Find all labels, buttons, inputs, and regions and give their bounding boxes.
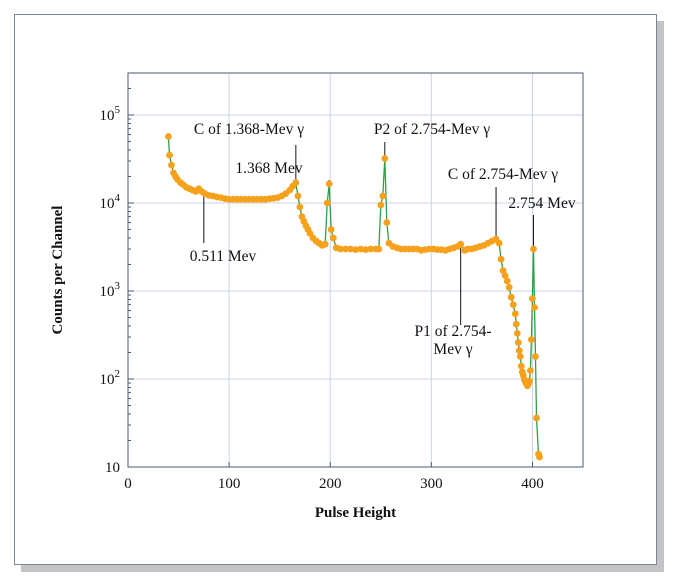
data-point <box>517 362 525 370</box>
data-point <box>497 255 505 263</box>
data-point <box>526 377 533 385</box>
y-axis-label: Counts per Channel <box>50 206 66 335</box>
data-point <box>514 339 522 346</box>
series-points <box>165 133 543 461</box>
data-point <box>168 161 175 169</box>
data-point <box>533 414 540 422</box>
data-point <box>367 245 375 253</box>
annotation-label: 0.511 Mev <box>190 248 257 265</box>
data-point <box>529 295 536 302</box>
y-axis-ticks: 10 102 103 104 105 <box>100 72 134 476</box>
annotation-leaders <box>203 142 534 325</box>
data-point <box>532 353 539 360</box>
data-point <box>327 226 335 233</box>
data-point <box>527 367 534 374</box>
annotation-label: P2 of 2.754-Mev γ <box>374 121 490 138</box>
data-point <box>531 304 538 311</box>
data-point <box>362 246 369 254</box>
data-point <box>515 347 523 354</box>
chart: 0 100 200 300 400 10 102 103 104 105 0.511 Mev C … <box>50 72 584 521</box>
data-point <box>294 192 302 200</box>
data-point <box>325 180 333 188</box>
y-tick-label: 105 <box>100 104 121 124</box>
y-tick-label: 104 <box>100 192 121 212</box>
data-point <box>495 239 503 247</box>
x-tick-label: 300 <box>420 476 443 492</box>
annotation-label: P1 of 2.754-Mev γ <box>414 323 491 358</box>
data-point <box>381 155 389 162</box>
data-point <box>375 245 383 253</box>
x-tick-label: 100 <box>218 476 241 492</box>
data-point <box>516 353 524 360</box>
data-point <box>165 133 172 140</box>
x-axis-label: Pulse Height <box>315 505 396 521</box>
annotation-label: 1.368 Mev <box>235 160 302 177</box>
x-tick-label: 400 <box>521 476 544 492</box>
x-tick-label: 200 <box>319 476 342 492</box>
data-point <box>166 151 173 159</box>
annotation-label: 2.754 Mev <box>508 195 575 212</box>
data-point <box>357 245 364 253</box>
x-axis-ticks: 0 100 200 300 400 <box>124 462 544 492</box>
data-point <box>377 201 385 209</box>
y-tick-label: 10 <box>105 460 120 476</box>
data-point <box>507 293 515 301</box>
figure-panel: 0 100 200 300 400 10 102 103 104 105 0.511 Mev C … <box>14 14 657 565</box>
annotation-label: C of 1.368-Mev γ <box>194 121 304 138</box>
data-point <box>342 245 349 253</box>
y-tick-label: 102 <box>100 368 121 388</box>
data-point <box>383 219 391 226</box>
data-point <box>296 203 304 211</box>
data-point <box>329 234 337 242</box>
data-point <box>503 277 511 285</box>
data-point <box>347 245 354 253</box>
data-point <box>352 246 359 254</box>
data-point <box>509 301 517 308</box>
y-tick-label: 103 <box>100 280 121 300</box>
data-point <box>336 245 344 253</box>
data-point <box>501 272 509 279</box>
data-point <box>530 245 537 253</box>
plot-frame <box>127 72 584 468</box>
x-tick-label: 0 <box>124 476 132 492</box>
data-point <box>512 320 520 328</box>
annotation-label: C of 2.754-Mev γ <box>448 166 558 183</box>
data-point <box>323 199 331 207</box>
data-point <box>292 179 300 187</box>
data-point <box>505 284 513 291</box>
series-line <box>167 136 541 458</box>
data-point <box>513 330 521 337</box>
data-point <box>457 240 465 248</box>
data-point <box>511 310 519 318</box>
annotations: 0.511 Mev C of 1.368-Mev γ 1.368 Mev P2 of … <box>190 121 576 358</box>
data-point <box>536 453 543 461</box>
data-point <box>321 240 329 248</box>
data-point <box>379 192 387 200</box>
data-point <box>528 336 535 343</box>
